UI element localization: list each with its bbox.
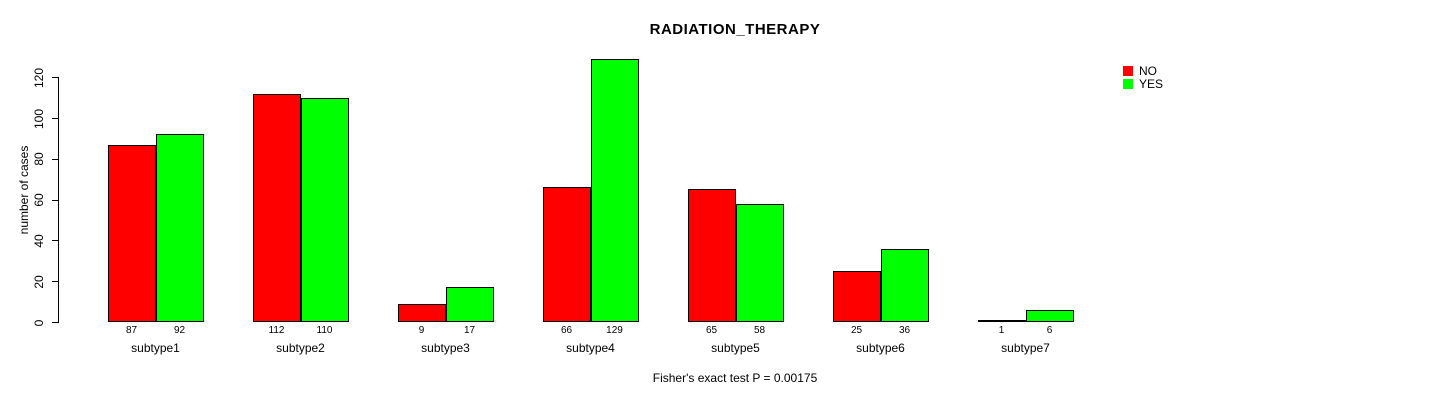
y-tick [52,240,59,242]
legend-item-yes: YES [1123,77,1163,90]
y-tick [52,281,59,283]
bar-value-label-subtype4-yes: 129 [606,325,623,336]
y-tick-label: 20 [32,275,46,289]
legend-label-yes: YES [1139,76,1164,91]
category-label-subtype5: subtype5 [711,341,760,355]
y-tick [52,77,59,79]
bar-value-label-subtype7-no: 1 [998,325,1005,336]
bar-value-label-subtype5-yes: 58 [753,325,766,336]
legend-item-no: NO [1123,64,1163,77]
y-tick-label: 40 [32,234,46,248]
legend: NO YES [1123,64,1163,90]
y-tick-label: 100 [32,108,46,129]
y-tick-label: 0 [32,319,46,326]
category-label-subtype2: subtype2 [276,341,325,355]
category-label-subtype7: subtype7 [1001,341,1050,355]
bar-value-label-subtype6-yes: 36 [898,325,911,336]
bar-subtype5-yes [735,204,784,322]
bar-value-label-subtype2-no: 112 [268,325,285,336]
legend-swatch-yes [1123,78,1133,89]
y-axis-title: number of cases [17,145,31,235]
bar-subtype5-no [687,189,736,322]
category-label-subtype3: subtype3 [421,341,470,355]
bar-subtype4-no [542,187,591,322]
y-tick-label: 60 [32,193,46,207]
category-label-subtype6: subtype6 [856,341,905,355]
bar-value-label-subtype6-no: 25 [850,325,863,336]
y-tick [52,158,59,160]
y-tick [52,118,59,119]
legend-label-no: NO [1139,63,1157,78]
bar-value-label-subtype3-yes: 17 [463,325,476,336]
footer-caption: Fisher's exact test P = 0.00175 [652,371,818,385]
bar-subtype6-yes [880,249,929,322]
bar-value-label-subtype5-no: 65 [705,325,718,336]
bar-subtype7-yes [1025,310,1074,322]
y-tick-label: 120 [32,67,46,88]
legend-swatch-no [1123,65,1133,76]
bar-value-label-subtype1-yes: 92 [173,325,186,336]
bar-value-label-subtype1-no: 87 [125,325,138,336]
bar-subtype3-no [397,304,446,322]
bar-value-label-subtype2-yes: 110 [316,325,333,336]
bar-value-label-subtype4-no: 66 [560,325,573,336]
bar-value-label-subtype3-no: 9 [418,325,425,336]
bar-subtype7-no [977,320,1026,322]
bar-subtype6-no [832,271,881,322]
chart-title: RADIATION_THERAPY [649,21,821,38]
category-label-subtype4: subtype4 [566,341,615,355]
y-tick [52,322,59,323]
category-label-subtype1: subtype1 [131,341,180,355]
bar-subtype2-yes [300,98,349,322]
bar-subtype2-no [252,94,301,322]
y-tick [52,199,59,201]
y-tick-label: 80 [32,152,46,166]
bar-value-label-subtype7-yes: 6 [1046,325,1053,336]
bar-subtype3-yes [445,287,494,322]
bar-subtype1-yes [155,134,204,322]
bar-subtype4-yes [590,59,639,322]
bar-subtype1-no [107,145,156,322]
